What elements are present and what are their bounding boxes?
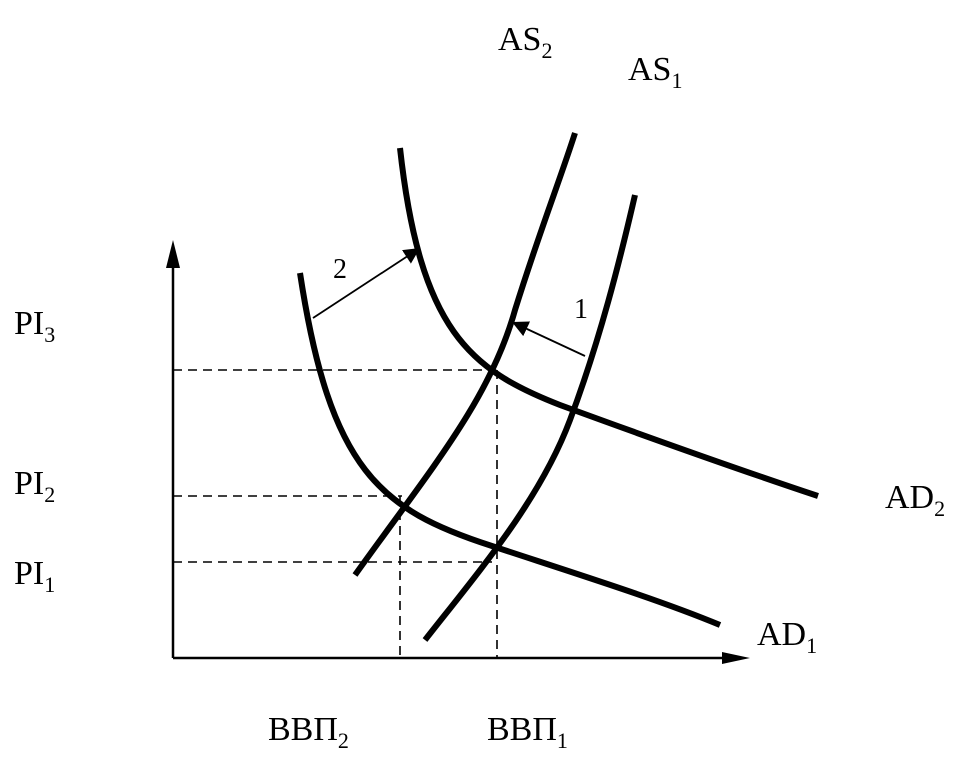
shift-1-arrow xyxy=(511,321,586,357)
ad2-curve xyxy=(397,147,819,499)
ad1-label: AD1 xyxy=(757,616,817,658)
shift-1-label: 1 xyxy=(574,294,588,325)
shift-2-arrow xyxy=(312,247,421,319)
ad2-label: AD2 xyxy=(885,479,945,521)
pi1-label: PI1 xyxy=(14,555,55,597)
as1-curve xyxy=(422,194,638,642)
as2-curve xyxy=(352,132,578,577)
shift-2-label: 2 xyxy=(333,254,347,285)
y-axis-arrow-icon xyxy=(166,240,180,268)
as1-label: AS1 xyxy=(628,51,682,93)
ad1-curve xyxy=(297,272,722,628)
as2-label: AS2 xyxy=(498,21,552,63)
pi2-label: PI2 xyxy=(14,465,55,507)
pi3-label: PI3 xyxy=(14,305,55,347)
gdp2-label: ВВП2 xyxy=(268,711,349,753)
gdp1-label: ВВП1 xyxy=(487,711,568,753)
x-axis-arrow-icon xyxy=(722,652,750,664)
